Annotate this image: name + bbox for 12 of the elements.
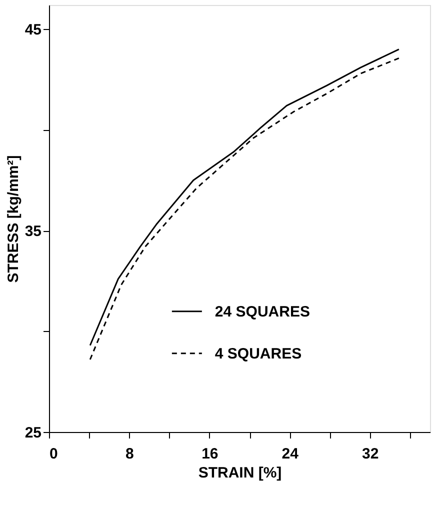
x-tick-label: 24: [282, 446, 300, 462]
x-tick-label: 0: [50, 446, 58, 462]
x-tick-label: 8: [126, 446, 134, 462]
x-tick-label: 32: [362, 446, 379, 462]
y-tick-label: 45: [24, 22, 42, 39]
y-tick-label: 25: [24, 424, 42, 442]
x-tick-label: 16: [202, 446, 218, 462]
x-axis-title: STRAIN [%]: [198, 464, 282, 482]
y-tick-label: 35: [24, 223, 42, 240]
y-axis-title: STRESS [kg/mm²]: [4, 155, 22, 283]
legend-label: 24 SQUARES: [214, 303, 310, 320]
legend-label: 4 SQUARES: [214, 345, 302, 362]
